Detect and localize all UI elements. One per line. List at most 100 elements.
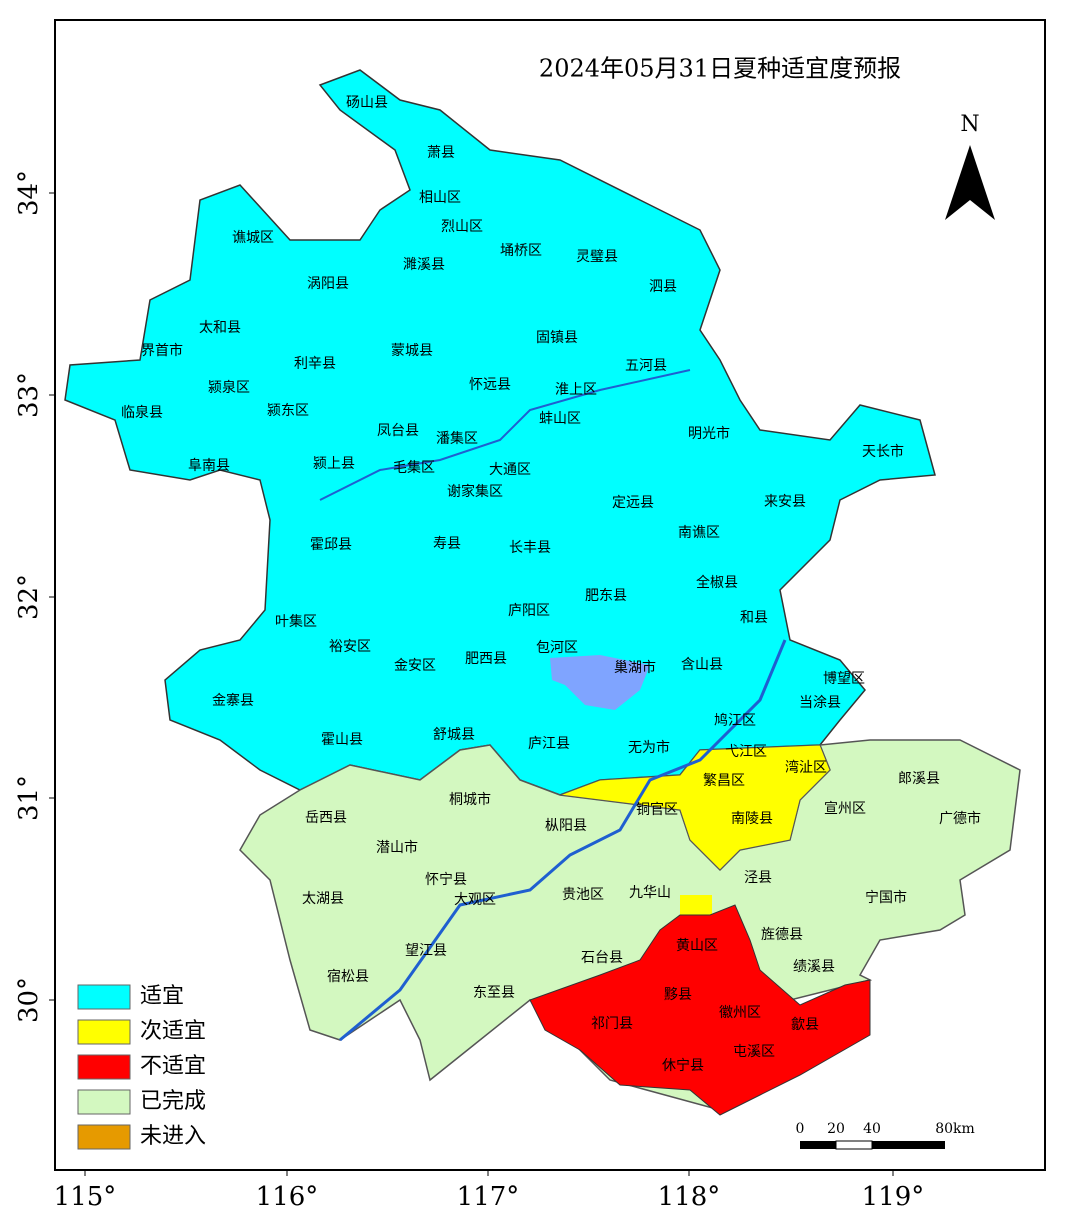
county-label: 肥西县	[465, 651, 507, 667]
county-label: 涡阳县	[307, 276, 349, 292]
county-label: 枞阳县	[545, 818, 587, 834]
county-label: 怀宁县	[425, 871, 467, 888]
county-label: 太湖县	[302, 891, 344, 907]
county-label: 桐城市	[449, 791, 491, 808]
county-label: 泾县	[744, 870, 772, 886]
county-label: 谯城区	[232, 230, 274, 246]
county-label: 湾沚区	[785, 759, 827, 776]
river	[319, 369, 691, 501]
region-sub-suitable	[559, 744, 831, 871]
y-axis-label: 34°	[14, 170, 44, 216]
county-label: 繁昌区	[703, 773, 745, 789]
county-label: 屯溪区	[733, 1044, 775, 1060]
county-label: 定远县	[612, 495, 654, 511]
legend-swatch	[77, 1019, 131, 1045]
scale-seg	[835, 1140, 873, 1150]
x-axis-label: 115°	[54, 1182, 117, 1212]
scale-label: 0	[796, 1121, 805, 1137]
county-label: 裕安区	[329, 639, 371, 655]
county-label: 大观区	[454, 892, 496, 908]
county-label: 蒙城县	[391, 343, 433, 359]
x-axis-label: 117°	[457, 1182, 520, 1212]
county-label: 怀远县	[469, 377, 511, 393]
county-label: 蚌山区	[539, 411, 581, 427]
county-label: 来安县	[764, 494, 806, 510]
map-title: 2024年05月31日夏种适宜度预报	[539, 55, 901, 83]
county-label: 全椒县	[696, 574, 738, 591]
legend-swatch	[77, 1089, 131, 1115]
x-axis-label: 116°	[256, 1182, 319, 1212]
legend-label: 已完成	[140, 1089, 206, 1114]
county-label: 博望区	[823, 670, 865, 687]
legend-label: 次适宜	[140, 1019, 206, 1044]
county-label: 萧县	[427, 145, 455, 161]
county-label: 临泉县	[121, 404, 163, 421]
county-label: 石台县	[581, 950, 623, 966]
county-label: 宣州区	[824, 801, 866, 817]
county-label: 潘集区	[436, 430, 478, 447]
county-label: 相山区	[419, 190, 461, 206]
county-label: 毛集区	[393, 459, 435, 476]
county-label: 金寨县	[212, 692, 254, 709]
county-label: 庐阳区	[508, 603, 550, 619]
scale-label: 80km	[935, 1121, 975, 1137]
legend-swatch	[77, 1054, 131, 1080]
county-label: 颍东区	[267, 403, 309, 419]
county-label: 当涂县	[799, 695, 841, 711]
scale-label: 40	[863, 1121, 881, 1137]
county-label: 颍泉区	[208, 379, 250, 396]
y-axis-label: 31°	[14, 775, 44, 821]
county-label: 霍邱县	[310, 537, 352, 553]
county-label: 望江县	[405, 943, 447, 959]
county-label: 叶集区	[275, 613, 317, 630]
county-label: 灵璧县	[576, 248, 618, 265]
county-label: 谢家集区	[447, 483, 503, 500]
county-label: 休宁县	[662, 1057, 704, 1074]
county-label: 广德市	[939, 810, 981, 827]
county-label: 贵池区	[562, 887, 604, 903]
y-axis-label: 32°	[14, 574, 44, 620]
county-label: 舒城县	[433, 727, 475, 743]
county-label: 九华山	[629, 885, 671, 901]
county-label: 泗县	[649, 279, 677, 295]
county-label: 霍山县	[321, 732, 363, 748]
county-label: 含山县	[681, 657, 723, 673]
county-label: 太和县	[199, 320, 241, 336]
county-label: 铜官区	[636, 802, 678, 818]
county-label: 濉溪县	[403, 257, 445, 273]
county-label: 绩溪县	[793, 959, 835, 975]
county-label: 砀山县	[346, 95, 388, 111]
river	[339, 639, 787, 1042]
county-label: 烈山区	[441, 219, 483, 235]
county-label: 埇桥区	[500, 243, 542, 259]
county-label: 南陵县	[731, 811, 773, 827]
county-label: 天长市	[862, 443, 904, 460]
county-label: 淮上区	[555, 382, 597, 398]
x-axis-label: 118°	[658, 1182, 721, 1212]
county-label: 寿县	[433, 535, 461, 552]
county-label: 黄山区	[676, 937, 718, 954]
legend-label: 适宜	[140, 984, 184, 1009]
legend-label: 未进入	[140, 1124, 206, 1149]
lake	[550, 655, 650, 710]
county-label: 潜山市	[376, 839, 418, 856]
county-label: 颍上县	[313, 456, 355, 472]
scale-seg	[800, 1141, 836, 1149]
county-label: 旌德县	[761, 927, 803, 943]
county-label: 包河区	[536, 640, 578, 656]
county-label: 金安区	[394, 658, 436, 674]
county-label: 固镇县	[536, 330, 578, 346]
county-label: 黟县	[664, 987, 692, 1003]
y-axis-label: 30°	[14, 977, 44, 1023]
county-label: 长丰县	[509, 540, 551, 556]
region-sub-suitable	[680, 895, 712, 915]
county-label: 巢湖市	[614, 659, 656, 676]
x-axis-label: 119°	[862, 1182, 925, 1212]
region-unsuitable	[529, 904, 871, 1116]
county-label: 南谯区	[678, 525, 720, 541]
county-label: 肥东县	[585, 588, 627, 604]
county-label: 五河县	[625, 358, 667, 374]
scale-label: 20	[827, 1121, 845, 1137]
county-label: 利辛县	[294, 356, 336, 372]
